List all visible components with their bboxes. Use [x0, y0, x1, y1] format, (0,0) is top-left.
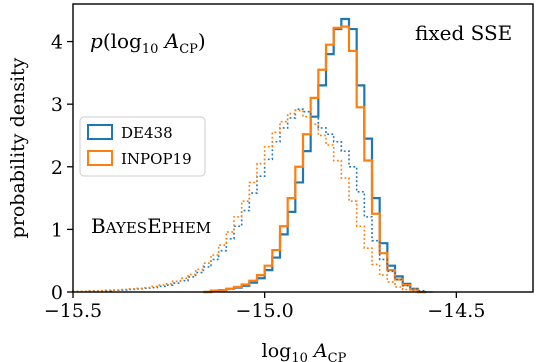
series-inpop19-fixed-sse [203, 25, 426, 294]
y-tick-label: 0 [51, 282, 63, 304]
annotation-top-left: p(log10 ACP) [90, 29, 206, 57]
y-tick-label: 3 [51, 94, 63, 116]
ticks-layer: −15.5 −15.0 −14.5 0 1 2 3 4 [44, 32, 486, 322]
legend-swatch-inpop19 [87, 150, 113, 166]
y-tick-label: 4 [51, 32, 63, 54]
series-layer [72, 17, 434, 294]
legend-swatch-de438 [87, 124, 113, 140]
series-de438-fixed-sse [203, 17, 426, 294]
series-inpop19-bayesephem [72, 109, 434, 293]
annotation-bayesephem: BAYESEPHEM [91, 214, 211, 238]
x-tick-label: −14.5 [427, 300, 485, 322]
x-axis-label: log10 ACP [262, 340, 347, 362]
x-tick-label: −15.5 [44, 300, 102, 322]
y-tick-label: 2 [51, 157, 63, 179]
y-axis-label: probability density [7, 57, 29, 238]
legend-label-inpop19: INPOP19 [121, 150, 192, 168]
plot-frame [72, 3, 534, 293]
legend-label-de438: DE438 [121, 124, 173, 142]
x-tick-label: −15.0 [236, 300, 294, 322]
y-tick-label: 1 [51, 219, 63, 241]
annotation-top-right: fixed SSE [415, 21, 512, 45]
legend: DE438 INPOP19 [79, 116, 206, 177]
